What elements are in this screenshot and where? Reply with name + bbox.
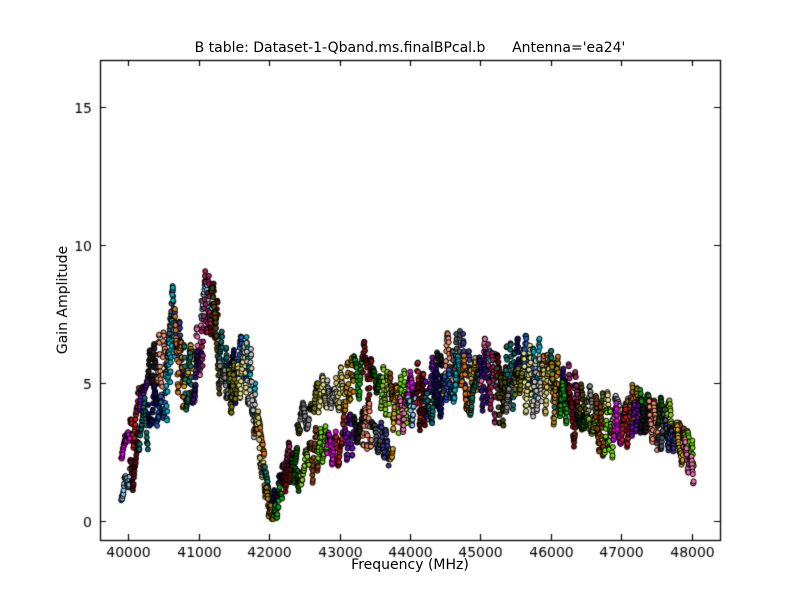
y-axis-label: Gain Amplitude (55, 245, 71, 355)
plot-title: B table: Dataset-1-Qband.ms.finalBPcal.b… (194, 40, 626, 56)
x-axis-label: Frequency (MHz) (351, 557, 469, 573)
